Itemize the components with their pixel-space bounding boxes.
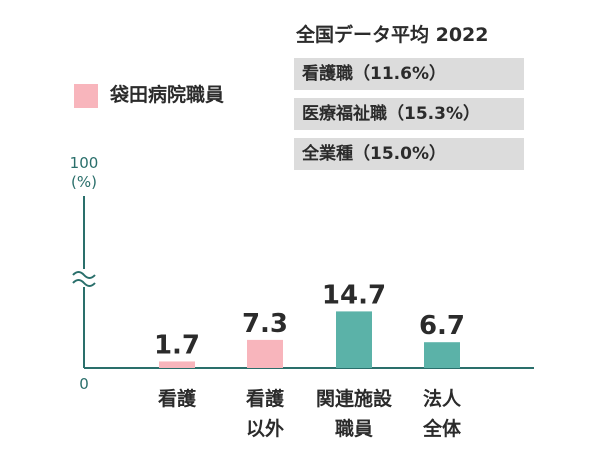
y-tick-zero: 0: [79, 375, 89, 393]
reference-item-nursing: 看護職（11.6%）: [294, 58, 524, 90]
category-label-3-line-1: 関連施設: [316, 387, 393, 410]
category-label-4-line-2: 全体: [422, 417, 462, 440]
axis-break-mark-lower: [72, 279, 96, 287]
category-label-2-line-2: 以外: [246, 417, 284, 440]
value-label-1: 1.7: [154, 330, 200, 360]
y-tick-top: 100: [70, 154, 99, 172]
category-label-4-line-1: 法人: [423, 387, 462, 410]
category-label-2-line-1: 看護: [245, 387, 285, 410]
bar-1: [159, 361, 195, 368]
bar-4: [424, 342, 460, 368]
category-label-3-line-2: 職員: [335, 417, 373, 440]
legend-swatch: [74, 84, 98, 108]
axis-break-mark-upper: [72, 271, 96, 279]
reference-title: 全国データ平均 2022: [296, 24, 489, 46]
reference-item-all-industries: 全業種（15.0%）: [294, 138, 524, 170]
y-tick-top-unit: (%): [71, 173, 97, 191]
value-label-4: 6.7: [419, 311, 465, 341]
legend-label: 袋田病院職員: [110, 84, 225, 106]
value-label-3: 14.7: [322, 280, 386, 310]
bar-2: [247, 339, 283, 368]
bar-3: [336, 311, 372, 368]
value-label-2: 7.3: [242, 309, 288, 339]
reference-item-medical-welfare: 医療福祉職（15.3%）: [294, 98, 524, 130]
category-label-1-line-1: 看護: [157, 387, 197, 410]
